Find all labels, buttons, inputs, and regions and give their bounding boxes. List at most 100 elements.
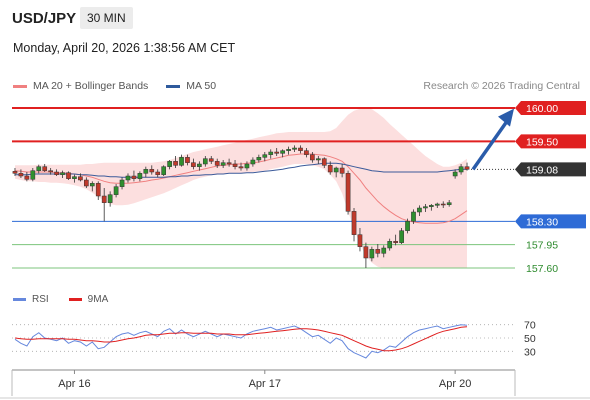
candle-body	[393, 241, 398, 243]
candle-63	[387, 238, 393, 251]
candle-body	[357, 234, 363, 247]
candle-body	[179, 157, 184, 166]
candle-31	[197, 161, 202, 171]
candle-68	[417, 205, 422, 216]
candle-body	[202, 158, 208, 165]
candle-body	[423, 206, 428, 209]
candle-body	[220, 162, 226, 166]
candle-body	[125, 175, 131, 181]
legend-ma20-swatch	[13, 84, 27, 88]
candle-67	[411, 209, 416, 224]
candle-11	[78, 173, 83, 182]
candle-36	[226, 158, 232, 167]
candle-41	[256, 154, 262, 163]
candle-51	[315, 156, 321, 164]
candle-body	[333, 167, 339, 173]
candle-29	[185, 154, 190, 166]
candle-47	[292, 145, 297, 152]
candle-body	[107, 194, 113, 203]
candle-body	[292, 147, 297, 150]
candle-body	[137, 173, 143, 179]
candle-body	[363, 246, 369, 259]
level-tag-bg	[515, 214, 586, 229]
candle-62	[381, 245, 387, 258]
candle-body	[60, 172, 65, 175]
candle-59	[363, 242, 369, 268]
candle-body	[446, 202, 452, 205]
candle-body	[351, 211, 357, 235]
candle-42	[262, 152, 268, 162]
candle-33	[208, 156, 214, 164]
rsi-tick-30: 30	[524, 346, 536, 358]
candle-65	[399, 228, 404, 244]
candle-24	[155, 169, 161, 178]
legend-rsi: RSI	[13, 294, 49, 305]
candle-body	[369, 249, 375, 259]
candle-75	[458, 164, 464, 175]
candle-16	[107, 191, 113, 207]
candle-57	[351, 208, 357, 242]
candle-body	[12, 171, 18, 174]
candle-49	[304, 148, 309, 158]
candle-body	[72, 176, 77, 179]
candle-body	[405, 221, 410, 231]
candle-body	[345, 173, 351, 212]
candle-45	[280, 149, 285, 158]
candle-body	[191, 162, 196, 167]
legend-ma20-label: MA 20 + Bollinger Bands	[33, 80, 149, 92]
chart-header: USD/JPY 30 MIN	[0, 0, 590, 34]
candle-38	[238, 162, 244, 171]
candle-body	[119, 179, 125, 187]
candle-6	[48, 168, 53, 175]
time-tick-label-0: Apr 16	[58, 378, 90, 390]
candle-64	[393, 234, 398, 246]
forecast-arrow-shaft	[471, 121, 508, 171]
time-tick-label-1: Apr 17	[249, 378, 281, 390]
candle-28	[179, 154, 184, 167]
candle-73	[446, 200, 452, 207]
candle-66	[405, 218, 410, 234]
main-legend: MA 20 + Bollinger Bands MA 50	[13, 80, 234, 92]
candle-13	[89, 181, 95, 192]
level-label-158-30: 158.30	[526, 216, 558, 228]
candle-18	[119, 177, 125, 190]
candle-12	[84, 177, 89, 188]
candle-body	[161, 166, 167, 175]
level-label-157-60: 157.60	[526, 263, 558, 275]
interval-button[interactable]: 30 MIN	[80, 7, 133, 29]
candle-body	[268, 151, 274, 155]
legend-rsi-label: RSI	[32, 294, 49, 305]
legend-ma50-swatch	[166, 84, 181, 88]
candle-body	[262, 154, 268, 158]
level-tag-bg	[515, 101, 586, 115]
candle-71	[434, 202, 440, 208]
candle-60	[369, 246, 375, 262]
legend-ma50-label: MA 50	[186, 80, 217, 92]
symbol-title: USD/JPY	[12, 10, 77, 27]
candle-72	[440, 201, 446, 208]
level-tag-bg	[515, 162, 586, 177]
candle-body	[185, 157, 190, 163]
candle-8	[60, 170, 65, 178]
candle-3	[30, 168, 36, 182]
bollinger-band	[15, 108, 467, 268]
legend-ma50: MA 50	[166, 80, 216, 92]
rsi-tick-70: 70	[524, 320, 536, 332]
datetime-label: Monday, April 20, 2026 1:38:56 AM CET	[13, 41, 236, 55]
level-labels-layer: 160.00 159.50 159.08 158.30 157.95 157.60	[515, 101, 586, 275]
candle-25	[161, 165, 167, 176]
candle-30	[191, 158, 196, 170]
candles-layer	[12, 145, 470, 268]
candle-body	[30, 170, 36, 180]
candle-body	[238, 166, 244, 169]
candle-70	[429, 204, 434, 211]
candle-body	[101, 195, 107, 203]
candle-1	[18, 169, 24, 178]
candle-76	[464, 162, 470, 171]
rsi-tick-50: 50	[524, 333, 536, 345]
candle-body	[250, 159, 256, 165]
forecast-arrow-layer	[471, 108, 514, 171]
candle-body	[280, 150, 285, 154]
candle-39	[244, 161, 250, 171]
